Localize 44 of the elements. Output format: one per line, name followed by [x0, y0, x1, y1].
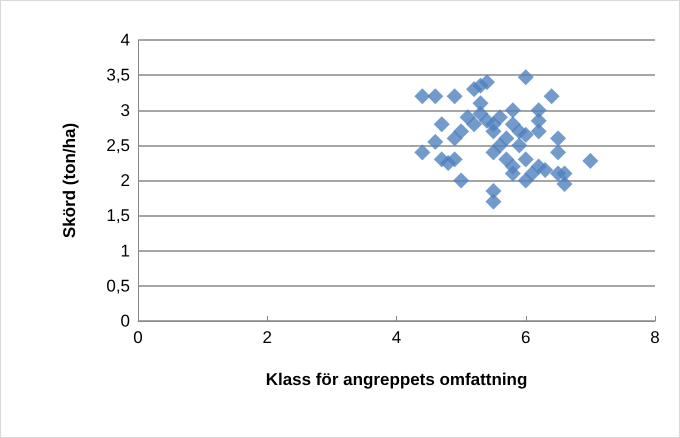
point	[518, 126, 534, 143]
x-tick-label: 4	[392, 328, 402, 347]
point	[453, 172, 470, 188]
point	[550, 144, 566, 160]
point	[434, 116, 450, 132]
x-tick-label: 2	[262, 328, 272, 347]
x-tick-label: 6	[521, 328, 530, 347]
point	[485, 194, 502, 210]
y-tick-label: 2,5	[106, 136, 130, 155]
point	[414, 88, 430, 104]
point	[518, 69, 534, 86]
point	[498, 130, 514, 146]
point	[537, 162, 554, 178]
point	[550, 130, 566, 146]
point	[414, 144, 430, 160]
x-tick-label: 8	[650, 328, 660, 347]
point	[492, 109, 508, 126]
y-tick-label: 4	[120, 30, 130, 50]
point	[518, 151, 534, 168]
y-tick-label: 0,5	[106, 276, 130, 296]
point	[446, 151, 463, 168]
point	[453, 123, 470, 140]
y-axis-title: Skörd (ton/ha)	[60, 122, 79, 238]
point	[504, 165, 521, 182]
y-tick-label: 3,5	[106, 66, 130, 85]
point	[466, 116, 482, 132]
point	[478, 74, 495, 90]
point	[530, 123, 547, 140]
point	[504, 102, 521, 118]
x-axis-title: Klass för angreppets omfattning	[266, 370, 528, 389]
point	[582, 152, 598, 169]
point	[427, 88, 444, 104]
point	[427, 134, 444, 150]
point	[446, 88, 463, 104]
y-tick-label: 1	[120, 241, 130, 260]
y-tick-label: 0	[120, 312, 130, 330]
point	[485, 123, 502, 140]
y-tick-label: 2	[120, 171, 130, 190]
point	[556, 176, 573, 192]
y-tick-label: 3	[120, 100, 130, 120]
x-tick-label: 0	[133, 328, 143, 347]
point	[544, 88, 560, 104]
y-tick-label: 1,5	[106, 206, 130, 226]
point	[511, 137, 528, 154]
